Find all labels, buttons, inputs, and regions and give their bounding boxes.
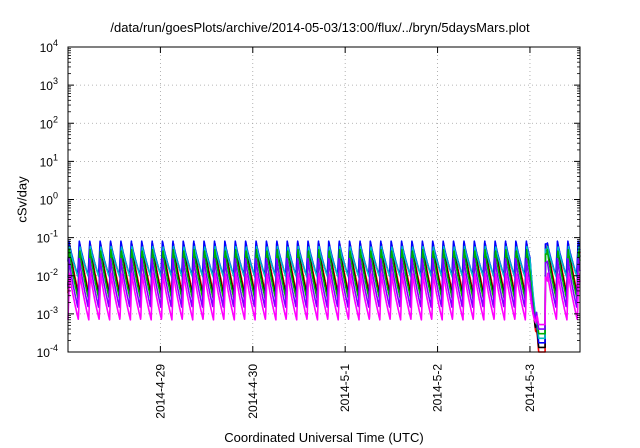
series-line [67, 272, 581, 326]
series-line [67, 257, 581, 330]
x-tick-label: 2014-4-29 [153, 364, 167, 419]
y-tick-label: 10-3 [37, 305, 58, 322]
y-tick-label: 101 [40, 152, 58, 169]
x-tick-label: 2014-5-1 [338, 364, 352, 412]
y-tick-label: 102 [40, 114, 58, 131]
chart-title: /data/run/goesPlots/archive/2014-05-03/1… [110, 20, 530, 35]
x-tick-label: 2014-5-3 [523, 364, 537, 412]
y-tick-label: 100 [40, 191, 58, 208]
y-tick-label: 104 [40, 38, 58, 55]
axes-layer: 10-4 10-3 10-2 10-1 100 101 102 103 104 2014-4-29… [37, 38, 581, 419]
y-tick-label: 10-2 [37, 267, 58, 284]
x-tick-label: 2014-4-30 [246, 364, 260, 419]
plot-frame [67, 46, 581, 353]
series-layer [67, 240, 581, 353]
x-tick-label: 2014-5-2 [431, 364, 445, 412]
y-tick-label: 10-1 [37, 229, 58, 246]
y-tick-label: 10-4 [37, 343, 58, 360]
x-axis-label: Coordinated Universal Time (UTC) [224, 430, 424, 445]
y-tick-label: 103 [40, 76, 58, 93]
